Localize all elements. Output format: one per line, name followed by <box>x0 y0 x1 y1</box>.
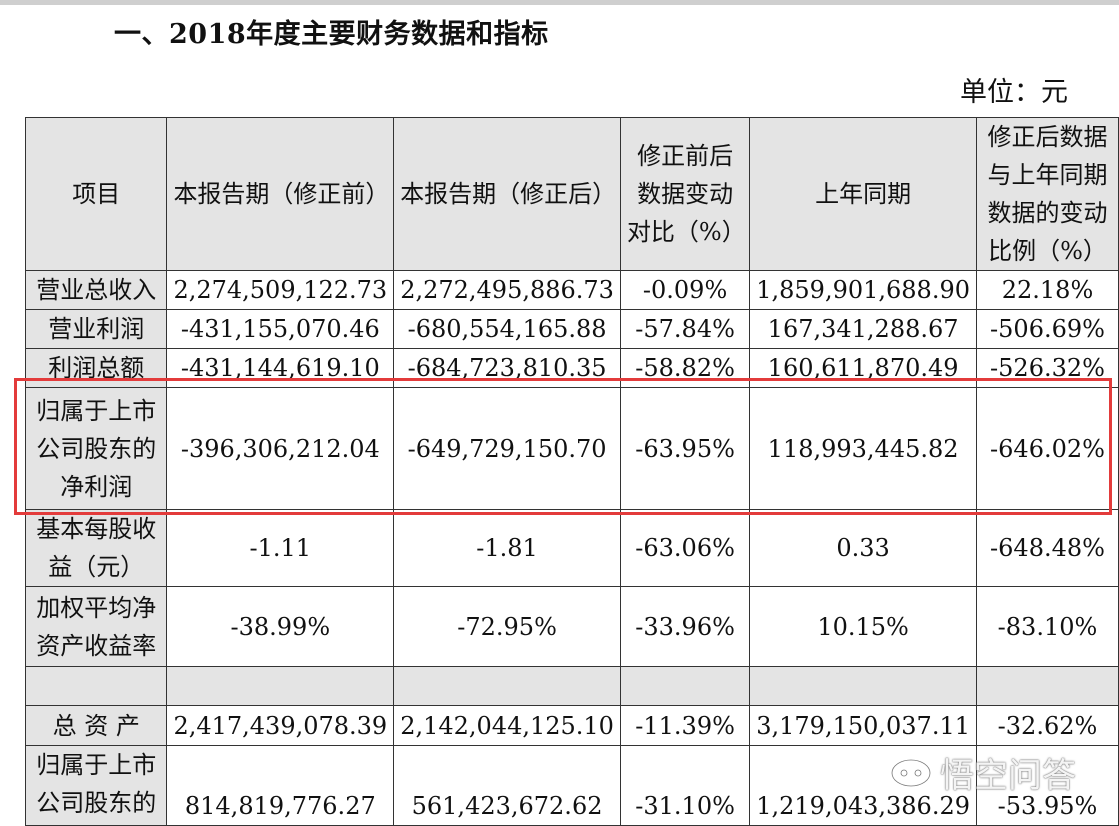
table-row: 营业利润 -431,155,070.46 -680,554,165.88 -57… <box>24 309 1119 349</box>
cell <box>166 666 395 706</box>
cell: -63.06% <box>619 509 751 587</box>
cell: -72.95% <box>393 586 621 667</box>
header-change-before-after: 修正前后数据变动对比（%） <box>619 117 751 271</box>
cell: -649,729,150.70 <box>393 387 621 510</box>
cell: -57.84% <box>619 309 751 349</box>
table-spacer-row <box>24 666 1119 706</box>
table-row-highlighted: 归属于上市公司股东的净利润 -396,306,212.04 -649,729,1… <box>24 387 1119 510</box>
cell: 10.15% <box>749 586 977 667</box>
cell: 0.33 <box>749 509 977 587</box>
top-edge-strip <box>0 0 1119 5</box>
cell: -33.96% <box>619 586 751 667</box>
cell <box>619 666 751 706</box>
table-row: 总 资 产 2,417,439,078.39 2,142,044,125.10 … <box>24 705 1119 746</box>
header-current-before: 本报告期（修正前） <box>166 117 395 271</box>
table-row: 利润总额 -431,144,619.10 -684,723,810.35 -58… <box>24 348 1119 388</box>
cell <box>749 666 977 706</box>
cell <box>975 666 1119 706</box>
cell: -684,723,810.35 <box>393 348 621 388</box>
wukong-logo-icon <box>890 758 932 787</box>
cell: 561,423,672.62 <box>393 745 621 826</box>
cell: -646.02% <box>975 387 1119 510</box>
cell: 22.18% <box>975 270 1119 310</box>
cell: 814,819,776.27 <box>166 745 395 826</box>
table-row: 加权平均净资产收益率 -38.99% -72.95% -33.96% 10.15… <box>24 586 1119 667</box>
cell: -506.69% <box>975 309 1119 349</box>
cell: -31.10% <box>619 745 751 826</box>
table-row: 营业总收入 2,274,509,122.73 2,272,495,886.73 … <box>24 270 1119 310</box>
row-label: 利润总额 <box>24 348 168 388</box>
cell: -526.32% <box>975 348 1119 388</box>
row-label: 归属于上市公司股东的净利润 <box>24 387 168 510</box>
row-label: 营业利润 <box>24 309 168 349</box>
cell: -38.99% <box>166 586 395 667</box>
cell: -680,554,165.88 <box>393 309 621 349</box>
cell: -1.81 <box>393 509 621 587</box>
cell: -396,306,212.04 <box>166 387 395 510</box>
cell: 1,859,901,688.90 <box>749 270 977 310</box>
table-header-row: 项目 本报告期（修正前） 本报告期（修正后） 修正前后数据变动对比（%） 上年同… <box>24 117 1119 271</box>
header-current-after: 本报告期（修正后） <box>393 117 621 271</box>
cell: -83.10% <box>975 586 1119 667</box>
unit-label: 单位：元 <box>960 77 1068 108</box>
cell: 118,993,445.82 <box>749 387 977 510</box>
row-label: 加权平均净资产收益率 <box>24 586 168 667</box>
cell: -431,144,619.10 <box>166 348 395 388</box>
section-heading: 一、2018年度主要财务数据和指标 <box>114 19 549 50</box>
cell: -0.09% <box>619 270 751 310</box>
cell: 3,179,150,037.11 <box>749 705 977 746</box>
cell: 167,341,288.67 <box>749 309 977 349</box>
watermark: 悟空问答 <box>888 748 1076 797</box>
cell: -648.48% <box>975 509 1119 587</box>
row-label: 营业总收入 <box>24 270 168 310</box>
row-label: 基本每股收益（元） <box>24 509 168 587</box>
row-label <box>24 666 168 706</box>
cell <box>393 666 621 706</box>
header-change-vs-prior: 修正后数据与上年同期数据的变动比例（%） <box>975 117 1119 271</box>
financial-data-table: 项目 本报告期（修正前） 本报告期（修正后） 修正前后数据变动对比（%） 上年同… <box>24 117 1119 826</box>
cell: 2,417,439,078.39 <box>166 705 395 746</box>
header-item: 项目 <box>24 117 168 271</box>
row-label: 总 资 产 <box>24 705 168 746</box>
cell: -11.39% <box>619 705 751 746</box>
cell: 2,272,495,886.73 <box>393 270 621 310</box>
cell: 2,274,509,122.73 <box>166 270 395 310</box>
cell: -32.62% <box>975 705 1119 746</box>
cell: -63.95% <box>619 387 751 510</box>
row-label: 归属于上市公司股东的 <box>24 745 168 826</box>
cell: -1.11 <box>166 509 395 587</box>
table-row: 基本每股收益（元） -1.11 -1.81 -63.06% 0.33 -648.… <box>24 509 1119 587</box>
header-prior-year: 上年同期 <box>749 117 977 271</box>
cell: 160,611,870.49 <box>749 348 977 388</box>
cell: 2,142,044,125.10 <box>393 705 621 746</box>
cell: -431,155,070.46 <box>166 309 395 349</box>
watermark-text: 悟空问答 <box>940 756 1076 796</box>
cell: -58.82% <box>619 348 751 388</box>
